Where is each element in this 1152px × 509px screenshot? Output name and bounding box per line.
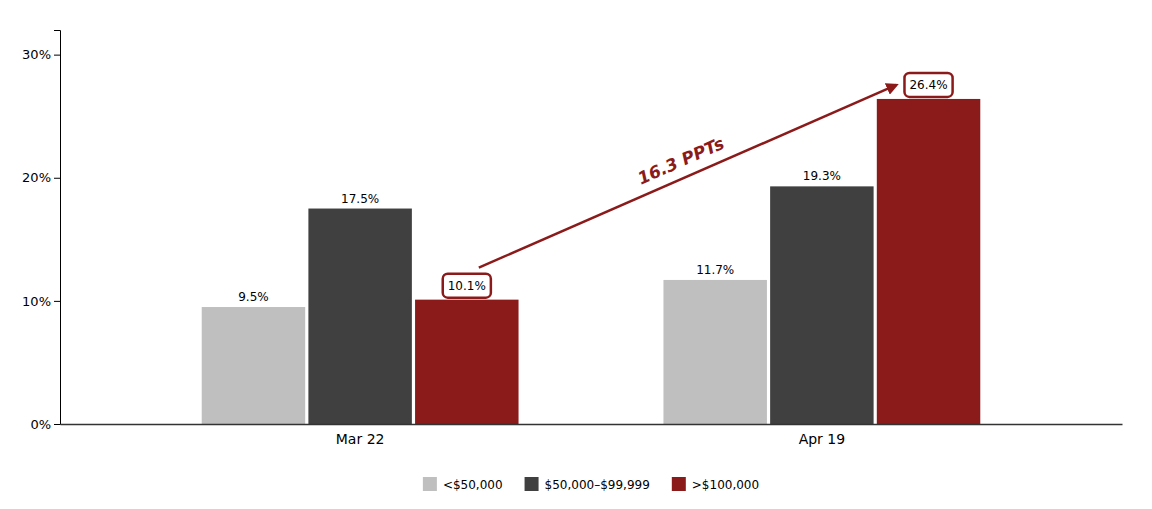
x-tick-label: Apr 19 (799, 431, 845, 447)
data-label-group: 9.5% (238, 290, 269, 304)
y-axis-line (54, 31, 61, 425)
annotation-text: 16.3 PPTs (634, 133, 727, 188)
y-tick: 20% (22, 170, 60, 185)
annotation: 16.3 PPTs (479, 85, 897, 268)
bar (202, 307, 305, 424)
bar (663, 280, 766, 424)
legend-swatch (525, 477, 539, 491)
x-axis: Mar 22 Apr 19 (61, 425, 1123, 447)
data-label: 26.4% (909, 78, 947, 92)
data-label-group: 11.7% (696, 263, 734, 277)
legend-label: <$50,000 (443, 478, 503, 492)
y-tick-label: 30% (22, 47, 51, 62)
bars (202, 99, 981, 424)
y-tick-mark (54, 55, 60, 56)
data-label-box (443, 274, 491, 298)
chart: 0% 10% 20% 30% Mar 22 Apr 19 9.5% 11.7% 17.5% 19.… (0, 0, 1152, 509)
y-axis: 0% 10% 20% 30% (22, 31, 60, 432)
bar (308, 209, 411, 424)
data-labels: 9.5% 11.7% 17.5% 19.3% 10.1% 26.4% (238, 73, 952, 304)
legend-swatch (672, 477, 686, 491)
y-tick-mark (54, 178, 60, 179)
legend-item: >​$100,000 (672, 477, 759, 492)
annotation-arrow (479, 85, 897, 268)
bar (415, 300, 518, 424)
legend-label: $50,000–$99,999 (545, 478, 650, 492)
data-label: 9.5% (238, 290, 269, 304)
data-label: 11.7% (696, 263, 734, 277)
legend: <$50,000 $50,000–$99,999 >​$100,000 (423, 477, 759, 492)
x-axis-line (61, 424, 1123, 426)
y-tick-label: 20% (22, 170, 51, 185)
data-label-group: 17.5% (341, 192, 379, 206)
y-tick: 30% (22, 47, 60, 62)
legend-swatch (423, 477, 437, 491)
x-tick: Mar 22 (336, 431, 385, 447)
y-tick-mark (54, 301, 60, 302)
y-tick-label: 0% (30, 417, 51, 432)
data-label: 17.5% (341, 192, 379, 206)
data-label-group: 26.4% (904, 73, 952, 97)
x-tick: Apr 19 (799, 431, 845, 447)
data-label-group: 19.3% (803, 169, 841, 183)
y-tick-mark (54, 424, 60, 425)
y-tick: 10% (22, 294, 60, 309)
x-tick-label: Mar 22 (336, 431, 385, 447)
bar (877, 99, 980, 424)
legend-item: $50,000–$99,999 (525, 477, 650, 492)
data-label: 10.1% (448, 279, 486, 293)
data-label: 19.3% (803, 169, 841, 183)
legend-item: <$50,000 (423, 477, 503, 492)
data-label-box (904, 73, 952, 97)
bar (770, 186, 873, 424)
data-label-group: 10.1% (443, 274, 491, 298)
y-tick-label: 10% (22, 294, 51, 309)
y-tick: 0% (30, 417, 60, 432)
legend-label: >​$100,000 (692, 478, 759, 492)
